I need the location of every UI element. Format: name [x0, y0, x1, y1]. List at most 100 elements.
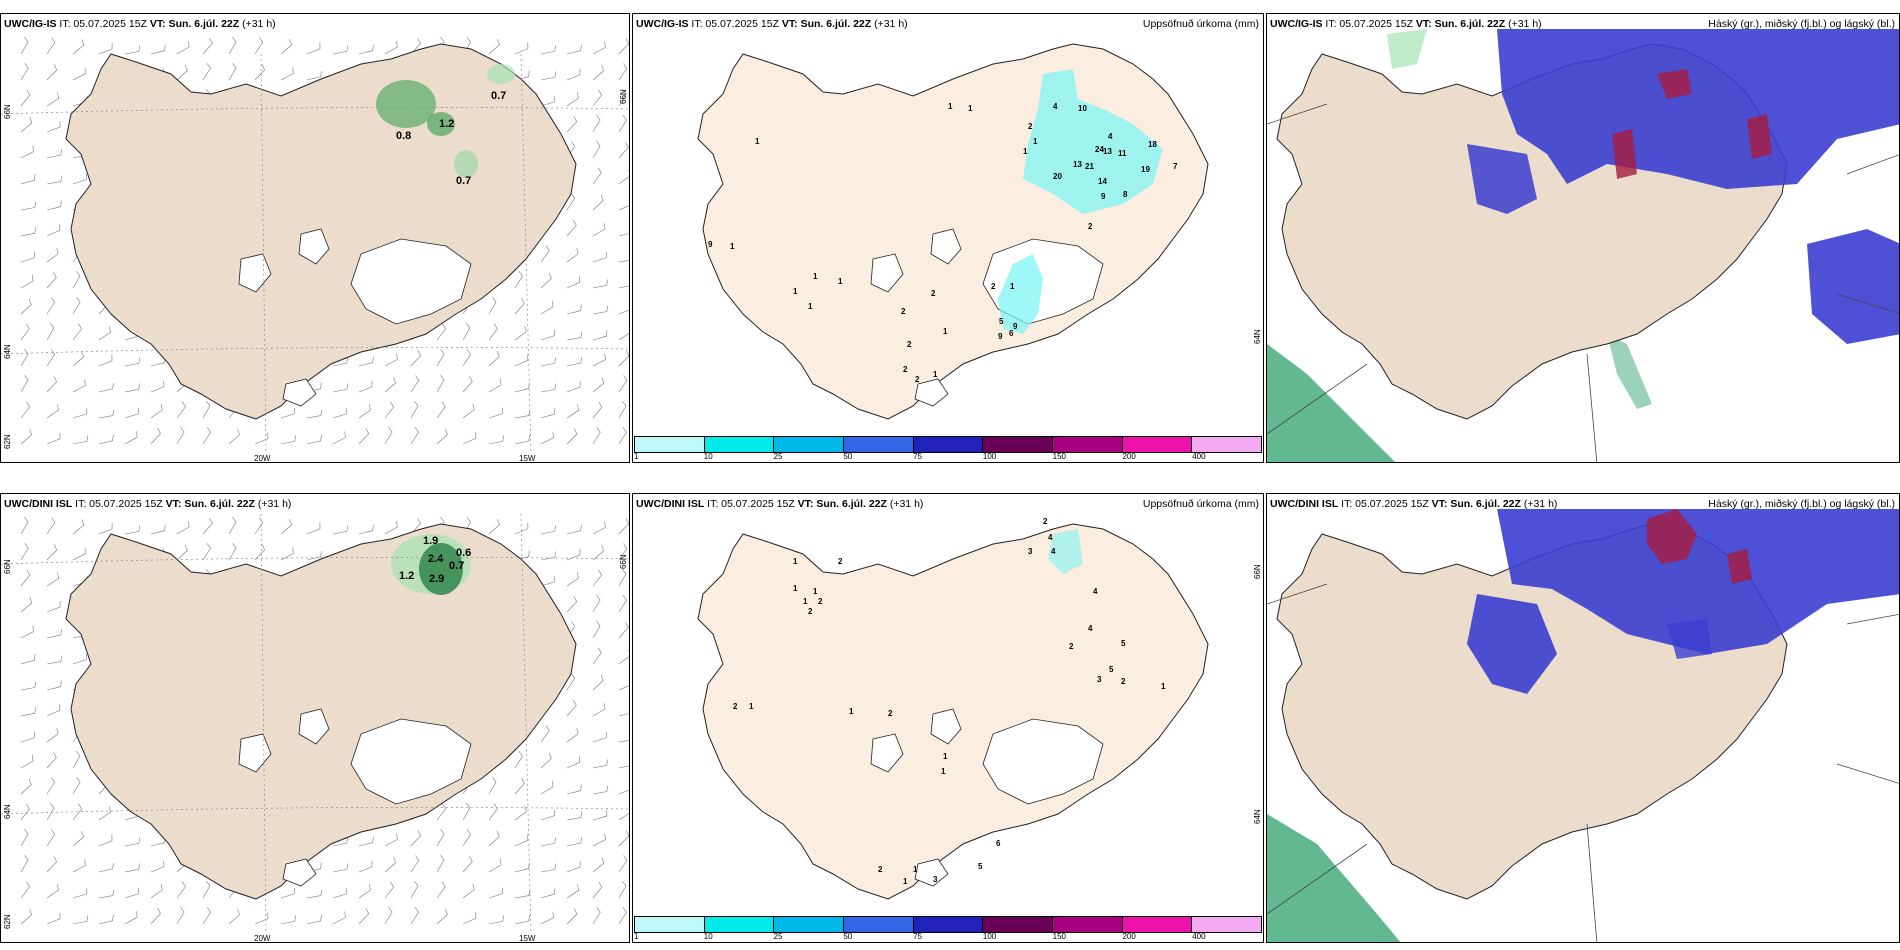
wind-barb — [540, 329, 555, 341]
precip-value: 1 — [943, 327, 948, 336]
mid-cloud-area — [1467, 144, 1537, 214]
legend-tick: 50 — [843, 932, 853, 941]
precip-value: 2 — [733, 702, 738, 711]
wind-barb — [462, 829, 471, 847]
wind-barb — [72, 777, 81, 795]
wind-barb — [46, 572, 60, 587]
wind-barb — [228, 63, 237, 81]
wind-value: 1.2 — [439, 118, 454, 130]
wind-barb — [20, 298, 32, 315]
wind-barb — [176, 64, 188, 81]
wind-barb — [72, 297, 81, 315]
wind-barb — [72, 859, 86, 873]
lat-label: 66N — [619, 554, 628, 569]
wind-barb — [618, 169, 629, 185]
wind-barb — [254, 64, 265, 81]
wind-barb — [540, 95, 556, 107]
wind-barb — [20, 803, 30, 821]
lat-label: 62N — [3, 434, 12, 449]
wind-barb — [592, 223, 606, 237]
cloud-map — [1267, 29, 1899, 462]
wind-barb — [540, 408, 556, 419]
wind-barb — [20, 654, 36, 665]
precip-value: 2 — [1069, 642, 1074, 651]
wind-barb — [150, 860, 165, 873]
low-cloud-area — [1387, 29, 1427, 69]
precip-panel-top: UWC/IG-IS IT: 05.07.2025 15Z VT: Sun. 6.… — [632, 13, 1264, 463]
precip-value: 13 — [1103, 147, 1112, 156]
precip-value: 8 — [1123, 190, 1128, 199]
wind-barb — [566, 247, 579, 263]
wind-barb — [566, 116, 577, 133]
precip-value: 1 — [913, 865, 918, 874]
legend-tick: 100 — [982, 932, 997, 941]
precip-value: 20 — [1053, 172, 1062, 181]
precip-value: 1 — [803, 597, 808, 606]
wind-barb — [618, 765, 629, 769]
lat-label: 64N — [1253, 809, 1262, 824]
cloud-map — [1267, 509, 1899, 942]
wind-barb — [98, 354, 113, 367]
wind-barb — [306, 409, 323, 419]
wind-barb — [410, 401, 419, 419]
graticule — [1, 513, 629, 935]
precip-value: 19 — [1141, 165, 1150, 174]
wind-barb — [410, 350, 421, 367]
wind-barb — [592, 279, 609, 289]
wind-value: 0.7 — [456, 175, 471, 187]
wind-barb — [20, 881, 30, 899]
wind-barb — [592, 595, 601, 613]
wind-value: 1.9 — [423, 535, 438, 547]
lon-label: 15W — [519, 934, 536, 943]
wind-barb — [150, 908, 161, 925]
wind-barb — [20, 625, 34, 639]
legend-swatch — [913, 437, 984, 452]
precip-value: 1 — [793, 584, 798, 593]
wind-barb — [202, 907, 212, 925]
wind-barb — [280, 67, 294, 81]
legend-swatches — [634, 916, 1262, 933]
wind-barb — [488, 915, 505, 925]
wind-barb — [462, 883, 475, 899]
precip-value: 18 — [1148, 140, 1157, 149]
wind-barb — [592, 907, 601, 925]
wind-barb — [436, 908, 448, 925]
precip-value: 10 — [1078, 104, 1087, 113]
precip-value: 4 — [1093, 587, 1098, 596]
mid-cloud-area — [1667, 619, 1712, 659]
high-cloud-area — [1612, 129, 1637, 179]
wind-barb — [618, 789, 629, 795]
wind-barb — [20, 855, 29, 873]
wind-barb — [124, 525, 141, 535]
wind-barb — [98, 806, 111, 821]
precip-value: 1 — [943, 752, 948, 761]
precip-value: 4 — [1053, 102, 1058, 111]
wind-barb — [150, 524, 166, 535]
legend-ticks: 1 10 25 50 75 100 150 200 400 — [634, 932, 1262, 942]
wind-barb — [618, 685, 629, 691]
precip-area — [1023, 69, 1163, 214]
precip-value: 2 — [1043, 517, 1048, 526]
wind-barb — [514, 778, 525, 795]
wind-barb — [98, 43, 113, 55]
wind-barb — [72, 323, 82, 341]
wind-barb — [46, 121, 61, 133]
wind-barb — [72, 435, 89, 445]
precip-value: 1 — [849, 707, 854, 716]
legend-swatch — [635, 437, 705, 452]
wind-barb — [592, 401, 603, 419]
wind-barb — [488, 297, 497, 315]
wind-barb — [618, 595, 627, 613]
wind-barb — [20, 543, 29, 561]
wind-barb — [618, 427, 627, 445]
wind-barb — [46, 349, 56, 367]
wind-barb — [540, 45, 557, 55]
wind-barb — [410, 881, 419, 899]
wind-barb — [566, 428, 578, 445]
wind-barb — [228, 428, 240, 445]
wind-barb — [566, 700, 577, 717]
wind-barb — [202, 518, 213, 535]
wind-barb — [202, 401, 211, 419]
wind-barb — [358, 356, 374, 367]
wind-barb — [514, 889, 531, 899]
